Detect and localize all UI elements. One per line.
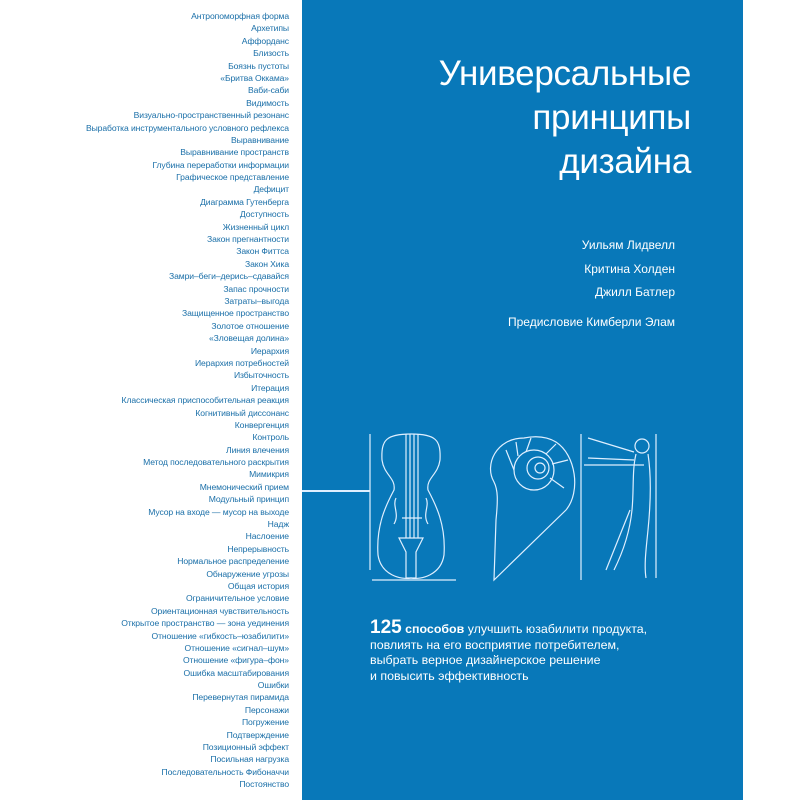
principle-item: Боязнь пустоты [228, 60, 289, 71]
principle-item: Ориентационная чувствительность [150, 605, 289, 616]
principle-item: Антропоморфная форма [191, 11, 289, 21]
principle-item: Доступность [239, 209, 289, 220]
blurb-text: и повысить эффективность [370, 668, 529, 683]
principle-item: Последовательность Фибоначчи [161, 766, 290, 777]
principle-item: Архетипы [251, 23, 289, 34]
principle-item: Дефицит [253, 184, 290, 195]
principle-item: Итерация [251, 382, 289, 393]
principle-item: Когнитивный диссонанс [195, 407, 289, 418]
principle-item: Линия влечения [226, 444, 289, 455]
principle-item: Отношение «сигнал–шум» [184, 642, 290, 653]
principle-item: Аффорданс [241, 35, 289, 46]
principle-item: Общая история [227, 580, 289, 591]
title-line: дизайна [559, 142, 691, 181]
principle-item: Ваби-саби [248, 85, 289, 96]
principle-item: Запас прочности [223, 283, 289, 294]
principle-item: Жизненный цикл [222, 221, 289, 232]
blurb-text: улучшить юзабилити продукта, [464, 622, 648, 636]
principle-item: Закон Хика [245, 258, 289, 269]
principle-item: Глубина переработки информации [152, 159, 289, 170]
principle-item: Мусор на входе — мусор на выходе [148, 506, 289, 517]
principle-item: Подтверждение [226, 729, 289, 740]
principle-item: «Зловещая долина» [208, 333, 289, 344]
principle-item: Конвергенция [234, 419, 289, 430]
principle-item: Выработка инструментального условного ре… [85, 122, 289, 133]
illustrations [369, 433, 657, 582]
principle-item: Графическое представление [176, 172, 289, 183]
principle-item: Модульный принцип [208, 494, 289, 505]
principle-item: Иерархия [250, 345, 289, 356]
nautilus-shell-icon [489, 434, 582, 582]
title-line: принципы [532, 98, 691, 137]
principle-item: Постоянство [239, 779, 289, 790]
principle-item: Выравнивание пространств [180, 147, 289, 158]
blurb-text: повлиять на его восприятие потребителем, [370, 637, 620, 652]
principle-item: Золотое отношение [211, 320, 289, 331]
principle-item: Погружение [241, 717, 289, 728]
principle-item: Позиционный эффект [202, 742, 289, 753]
principle-item: Наслоение [245, 531, 289, 542]
principle-item: Надж [267, 519, 289, 530]
vitruvian-man-icon [584, 434, 657, 579]
principle-item: Контроль [252, 432, 289, 443]
principle-item: Диаграмма Гутенберга [200, 196, 289, 207]
principle-item: Защищенное пространство [182, 308, 289, 319]
principle-item: Отношение «фигура–фон» [182, 655, 289, 666]
blurb-text: выбрать верное дизайнерское решение [370, 653, 601, 668]
book-title: Универсальные принципы дизайна [438, 52, 692, 184]
principle-item: Ошибка масштабирования [183, 667, 290, 678]
principle-item: Посильная нагрузка [210, 754, 289, 765]
principle-item: Непрерывность [227, 543, 289, 554]
principles-list: Антропоморфная форма Архетипы Аффорданс Бли… [0, 10, 289, 791]
principle-item: Обнаружение угрозы [206, 568, 289, 579]
connector-line [302, 490, 370, 492]
principle-item: Визуально-пространственный резонанс [133, 110, 289, 121]
principle-item: Близость [253, 48, 289, 59]
principle-item: Затраты–выгода [224, 295, 289, 306]
blurb: 125 способов улучшить юзабилити продукта… [370, 617, 648, 684]
principle-item: Метод последовательного раскрытия [143, 457, 289, 468]
principle-item: Видимость [246, 97, 289, 108]
principle-item: Замри–беги–дерись–сдавайся [169, 271, 289, 282]
principle-item: Мнемонический прием [199, 481, 289, 492]
principle-item: Классическая приспособительная реакция [121, 395, 290, 406]
principle-item: Ошибки [257, 680, 289, 691]
book-cover: Универсальные принципы дизайна Уильям Ли… [302, 0, 743, 800]
principle-item: Ограничительное условие [186, 593, 289, 604]
principle-item: Выравнивание [231, 134, 289, 145]
principle-item: «Бритва Оккама» [220, 72, 289, 83]
foreword: Предисловие Кимберли Элам [508, 315, 675, 329]
principle-item: Закон прегнантности [207, 234, 289, 245]
blurb-bold: способов [405, 622, 465, 636]
violin-icon [369, 433, 456, 581]
principle-item: Открытое пространство — зона уединения [121, 618, 289, 629]
principle-item: Отношение «гибкость–юзабилити» [151, 630, 289, 641]
principle-item: Перевернутая пирамида [192, 692, 289, 703]
author: Джилл Батлер [594, 285, 675, 299]
author: Критина Холден [584, 261, 675, 276]
author: Уильям Лидвелл [581, 238, 675, 252]
principle-item: Закон Фиттса [236, 246, 289, 257]
title-line: Универсальные [438, 54, 692, 93]
principle-item: Избыточность [233, 370, 289, 381]
principle-item: Нормальное распределение [177, 556, 289, 567]
principle-item: Персонажи [244, 704, 289, 715]
principle-item: Иерархия потребностей [194, 357, 289, 368]
authors: Уильям Лидвелл Критина Холден Джилл Батл… [582, 234, 675, 305]
blurb-number: 125 [370, 617, 402, 638]
principle-item: Мимикрия [249, 469, 289, 480]
